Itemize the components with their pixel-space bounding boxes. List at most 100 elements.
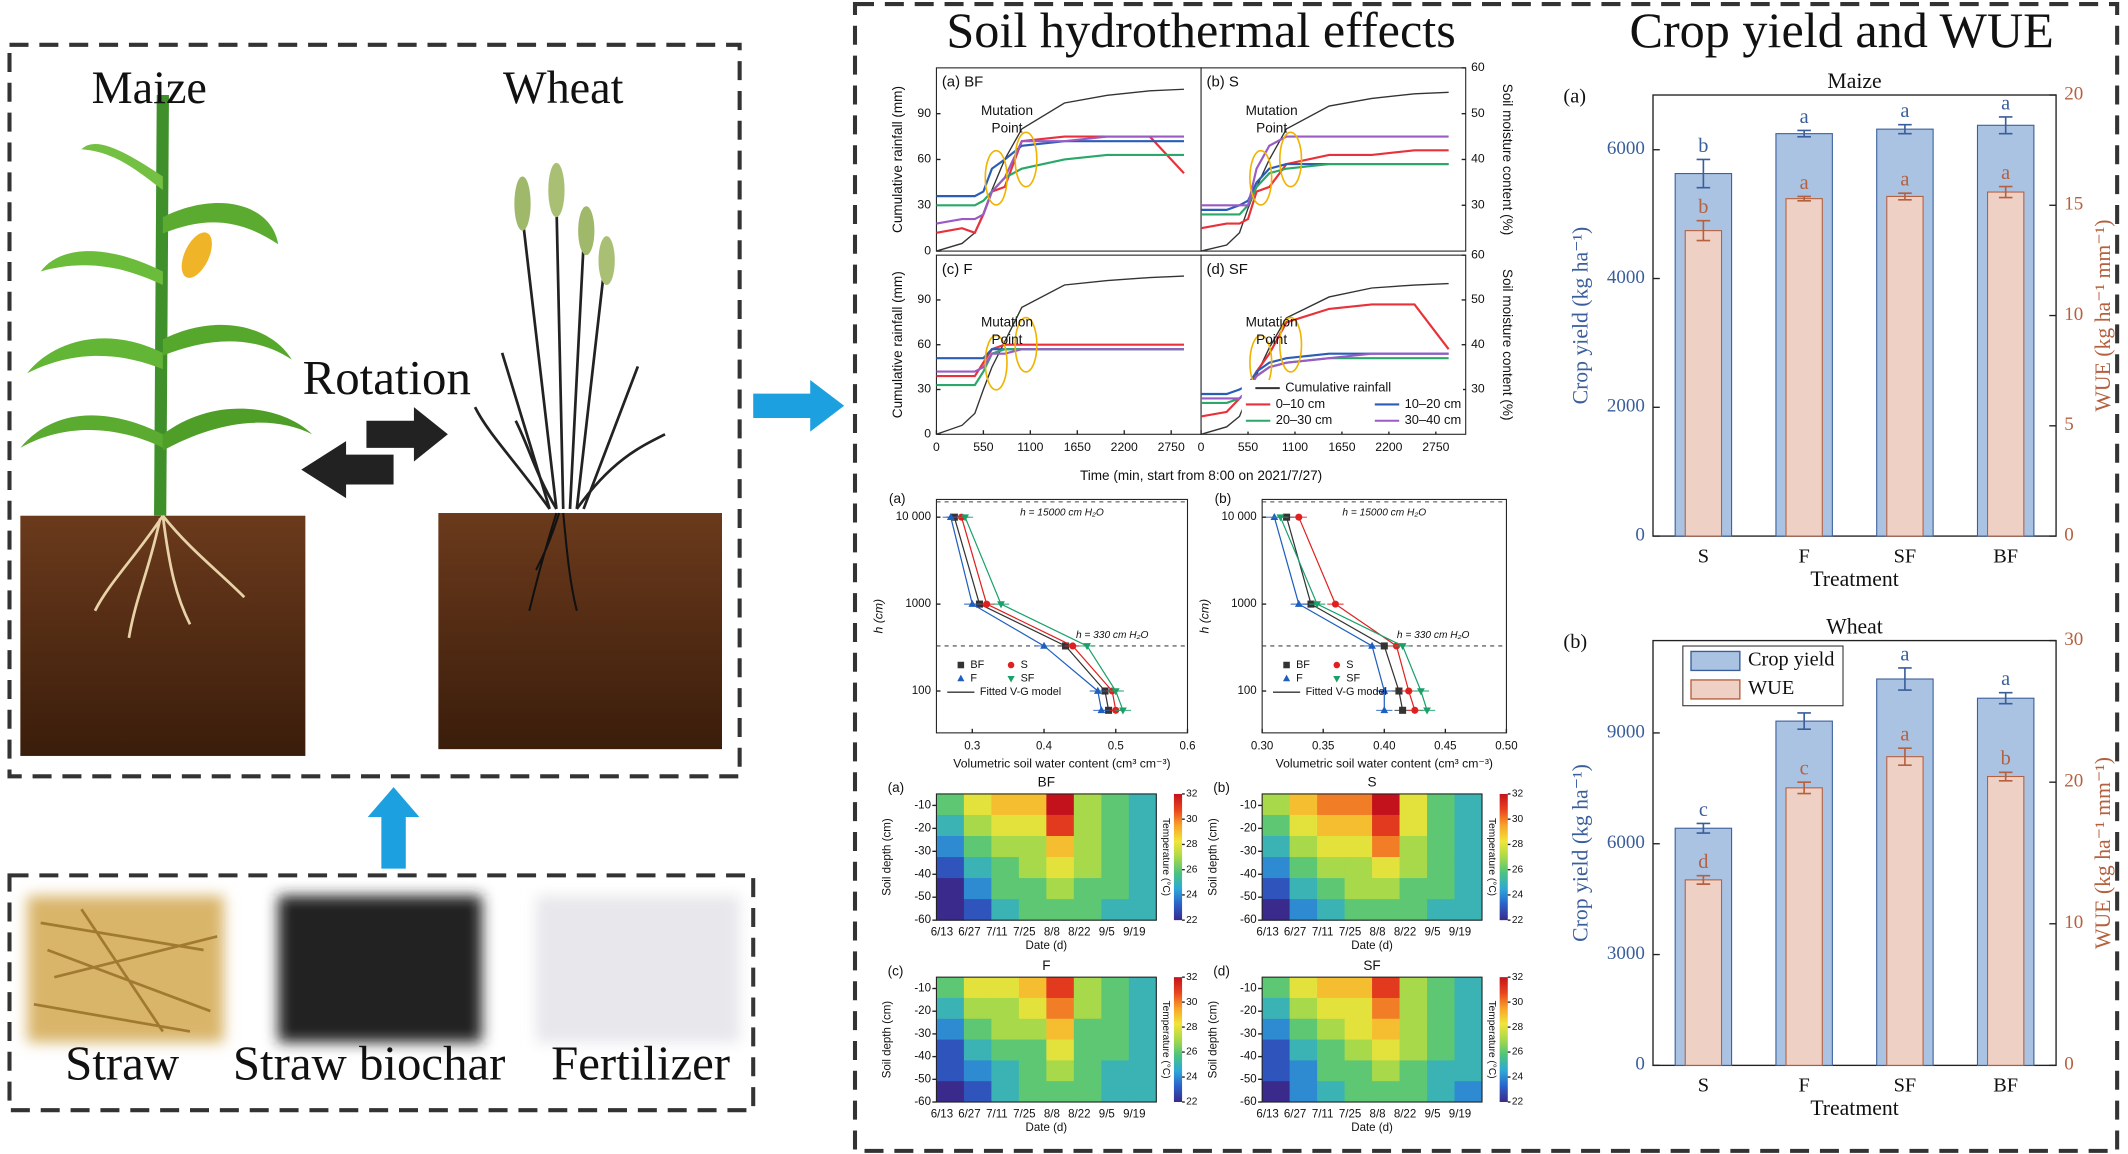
error-bar bbox=[1696, 219, 1711, 242]
heat-cell bbox=[1262, 1018, 1291, 1041]
x-tick-label: 9/19 bbox=[1449, 926, 1471, 938]
heat-cell bbox=[1372, 1039, 1401, 1061]
x-tick-label: 6/27 bbox=[1284, 926, 1306, 938]
point bbox=[1295, 513, 1303, 521]
colorbar-tick-label: 30 bbox=[1186, 997, 1198, 1008]
point bbox=[997, 601, 1005, 609]
y2-tick-label: 40 bbox=[1471, 337, 1485, 351]
legend-label: S bbox=[1021, 659, 1028, 671]
y-tick-label: 1000 bbox=[905, 598, 931, 610]
heat-cell bbox=[1046, 814, 1075, 837]
colorbar-tick-label: 22 bbox=[1186, 915, 1198, 926]
legend-label: BF bbox=[970, 659, 984, 671]
heat-cell bbox=[1317, 836, 1346, 858]
y-axis-title: Soil depth (cm) bbox=[882, 1001, 894, 1079]
heat-cell bbox=[1317, 878, 1346, 900]
crop-label: Wheat bbox=[503, 62, 624, 113]
x-axis-title: Volumetric soil water content (cm³ cm⁻³) bbox=[1276, 756, 1493, 770]
error-bar bbox=[1898, 747, 1912, 766]
heat-cell bbox=[1454, 814, 1483, 837]
error-bar bbox=[1797, 129, 1811, 138]
material-label: Straw bbox=[65, 1035, 180, 1090]
heat-cell bbox=[1317, 1039, 1346, 1061]
wue-bar bbox=[1785, 198, 1823, 537]
heat-cell bbox=[963, 857, 992, 879]
heat-cell bbox=[963, 878, 992, 900]
error-bar bbox=[1696, 874, 1711, 885]
panel-label: (a) BF bbox=[942, 74, 983, 91]
heat-cell bbox=[991, 878, 1020, 900]
point bbox=[1119, 707, 1127, 715]
heat-cell bbox=[1101, 857, 1130, 879]
y-tick-label: -50 bbox=[1240, 1073, 1257, 1085]
heat-cell bbox=[1046, 1039, 1075, 1061]
heat-cell bbox=[1344, 793, 1373, 816]
significance-letter: a bbox=[2001, 92, 2010, 114]
heat-cell bbox=[991, 1018, 1020, 1041]
y-axis-title: h (cm) bbox=[872, 599, 886, 634]
y2-tick-label: 60 bbox=[1471, 60, 1485, 74]
heat-cell bbox=[1454, 899, 1483, 921]
heat-cell bbox=[1018, 1018, 1047, 1041]
heat-cell bbox=[1018, 899, 1047, 921]
x-tick-label: 2200 bbox=[1111, 440, 1138, 454]
y-tick-label: -20 bbox=[1240, 822, 1257, 834]
significance-letter: b bbox=[1698, 196, 1708, 218]
point bbox=[1069, 642, 1077, 650]
heat-cell bbox=[1317, 997, 1346, 1020]
error-bar bbox=[1898, 667, 1912, 691]
heat-cell bbox=[1073, 1060, 1102, 1082]
x-tick-label: 550 bbox=[1238, 440, 1259, 454]
heat-cell bbox=[1128, 836, 1157, 858]
colorbar-tick-label: 32 bbox=[1512, 972, 1524, 983]
heat-cell bbox=[1427, 1081, 1456, 1103]
wue-bar bbox=[1684, 230, 1723, 537]
heat-cell bbox=[1427, 814, 1456, 837]
point bbox=[1083, 643, 1091, 651]
significance-letter: b bbox=[2001, 748, 2011, 770]
x-tick-label: 9/5 bbox=[1099, 926, 1115, 938]
point bbox=[1380, 686, 1389, 694]
x-axis-title: Date (d) bbox=[1026, 940, 1068, 952]
heat-cell bbox=[991, 1060, 1020, 1082]
heat-cell bbox=[1046, 899, 1075, 921]
legend-label: 0–10 cm bbox=[1276, 396, 1325, 411]
y-axis-title: Soil depth (cm) bbox=[882, 818, 894, 896]
y2-tick-label: 0 bbox=[2064, 524, 2074, 545]
y-tick-label: -30 bbox=[914, 1028, 931, 1040]
significance-letter: a bbox=[2001, 162, 2010, 184]
significance-letter: c bbox=[1699, 799, 1708, 821]
heat-cell bbox=[1046, 1060, 1075, 1082]
y2-tick-label: 15 bbox=[2064, 194, 2083, 215]
heat-cell bbox=[1073, 899, 1102, 921]
panel-label: (b) S bbox=[1207, 74, 1239, 91]
y-tick-label: 100 bbox=[1237, 685, 1256, 697]
legend-label: F bbox=[970, 672, 977, 684]
x-tick-label: 0.50 bbox=[1495, 740, 1517, 752]
point bbox=[1111, 688, 1120, 696]
heat-cell bbox=[1454, 997, 1483, 1020]
error-bar bbox=[1696, 158, 1711, 189]
heat-cell bbox=[1289, 814, 1318, 837]
heat-cell bbox=[991, 793, 1020, 816]
heat-cell bbox=[1128, 878, 1157, 900]
y-tick-label: 90 bbox=[917, 106, 931, 120]
y2-tick-label: 20 bbox=[2064, 771, 2083, 792]
colorbar-tick-label: 24 bbox=[1186, 890, 1198, 901]
x-tick-label: 8/22 bbox=[1394, 1108, 1416, 1120]
x-tick-label: 0.3 bbox=[964, 740, 980, 752]
legend-label: WUE bbox=[1748, 677, 1794, 699]
wheat-illustration bbox=[473, 162, 666, 611]
colorbar-tick-label: 24 bbox=[1512, 890, 1524, 901]
heat-cell bbox=[1073, 857, 1102, 879]
x-tick-label: 9/19 bbox=[1449, 1108, 1471, 1120]
y-tick-label: -60 bbox=[914, 914, 931, 926]
heat-cell bbox=[936, 1039, 965, 1061]
heat-cell bbox=[1073, 878, 1102, 900]
heat-cell bbox=[1344, 814, 1373, 837]
x-tick-label: 9/19 bbox=[1123, 926, 1145, 938]
panel-label: (a) bbox=[889, 491, 906, 506]
wue-bar bbox=[1987, 191, 2025, 537]
colorbar-tick-label: 26 bbox=[1186, 1047, 1198, 1058]
heat-cell bbox=[1262, 836, 1291, 858]
